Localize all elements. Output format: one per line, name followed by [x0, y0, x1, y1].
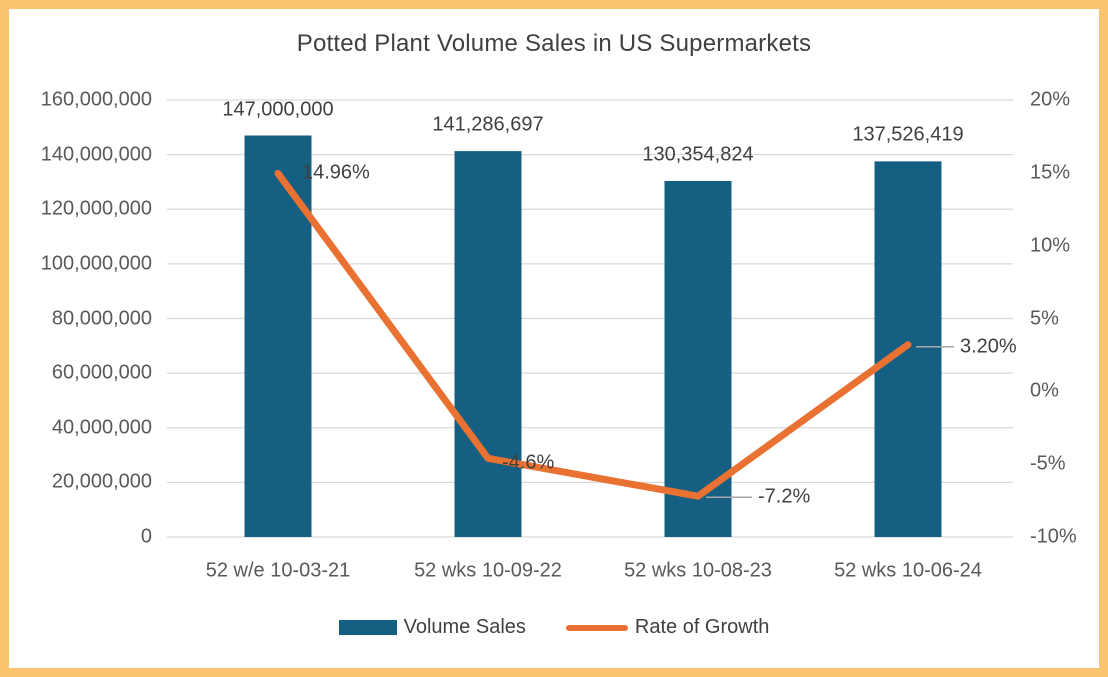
y2-axis-tick-label: 0%: [1030, 379, 1059, 402]
y-axis-tick-label: 0: [140, 525, 152, 548]
y-axis-tick-label: 160,000,000: [40, 88, 152, 111]
y2-axis-tick-label: -5%: [1030, 452, 1066, 475]
legend: Volume Sales Rate of Growth: [0, 616, 1108, 639]
growth-value-label: 3.20%: [960, 335, 1017, 358]
legend-label-rate-of-growth: Rate of Growth: [634, 616, 770, 638]
volume-sales-swatch: [338, 620, 397, 635]
volume-bar: [874, 161, 942, 537]
x-axis-tick-label: 52 wks 10-09-22: [414, 559, 562, 582]
y-axis-tick-label: 60,000,000: [51, 361, 152, 384]
rate-of-growth-swatch: [565, 624, 628, 631]
x-axis-tick-label: 52 w/e 10-03-21: [205, 559, 351, 582]
bar-value-label: 137,526,419: [852, 123, 964, 146]
y-axis-tick-label: 120,000,000: [40, 197, 152, 220]
y-axis-tick-label: 100,000,000: [40, 252, 152, 275]
chart-title: Potted Plant Volume Sales in US Supermar…: [296, 30, 812, 57]
x-axis-tick-label: 52 wks 10-06-24: [834, 559, 982, 582]
growth-line: [274, 169, 912, 500]
volume-bar: [454, 151, 522, 537]
y2-axis-tick-label: 5%: [1030, 307, 1059, 329]
bar-value-label: 130,354,824: [642, 143, 754, 166]
y-axis-tick-label: 20,000,000: [51, 470, 152, 493]
bar-value-label: 141,286,697: [432, 113, 544, 136]
y2-axis-tick-label: 15%: [1030, 161, 1071, 184]
bar-value-label: 147,000,000: [222, 98, 334, 120]
growth-value-label: -4.6%: [502, 451, 555, 474]
legend-item-volume-sales: Volume Sales: [338, 616, 526, 639]
growth-value-label: 14.96%: [302, 161, 370, 184]
legend-label-volume-sales: Volume Sales: [403, 616, 526, 638]
y2-axis-tick-label: 10%: [1030, 234, 1071, 257]
y2-axis-tick-label: -10%: [1030, 525, 1077, 548]
volume-bar: [244, 135, 312, 537]
growth-value-label: -7.2%: [758, 485, 811, 508]
x-axis-tick-label: 52 wks 10-08-23: [624, 559, 772, 582]
y-axis-tick-label: 80,000,000: [51, 307, 152, 329]
y-axis-tick-label: 40,000,000: [51, 416, 152, 439]
legend-item-rate-of-growth: Rate of Growth: [565, 616, 770, 639]
y2-axis-tick-label: 20%: [1030, 88, 1071, 111]
y-axis-tick-label: 140,000,000: [40, 143, 152, 166]
